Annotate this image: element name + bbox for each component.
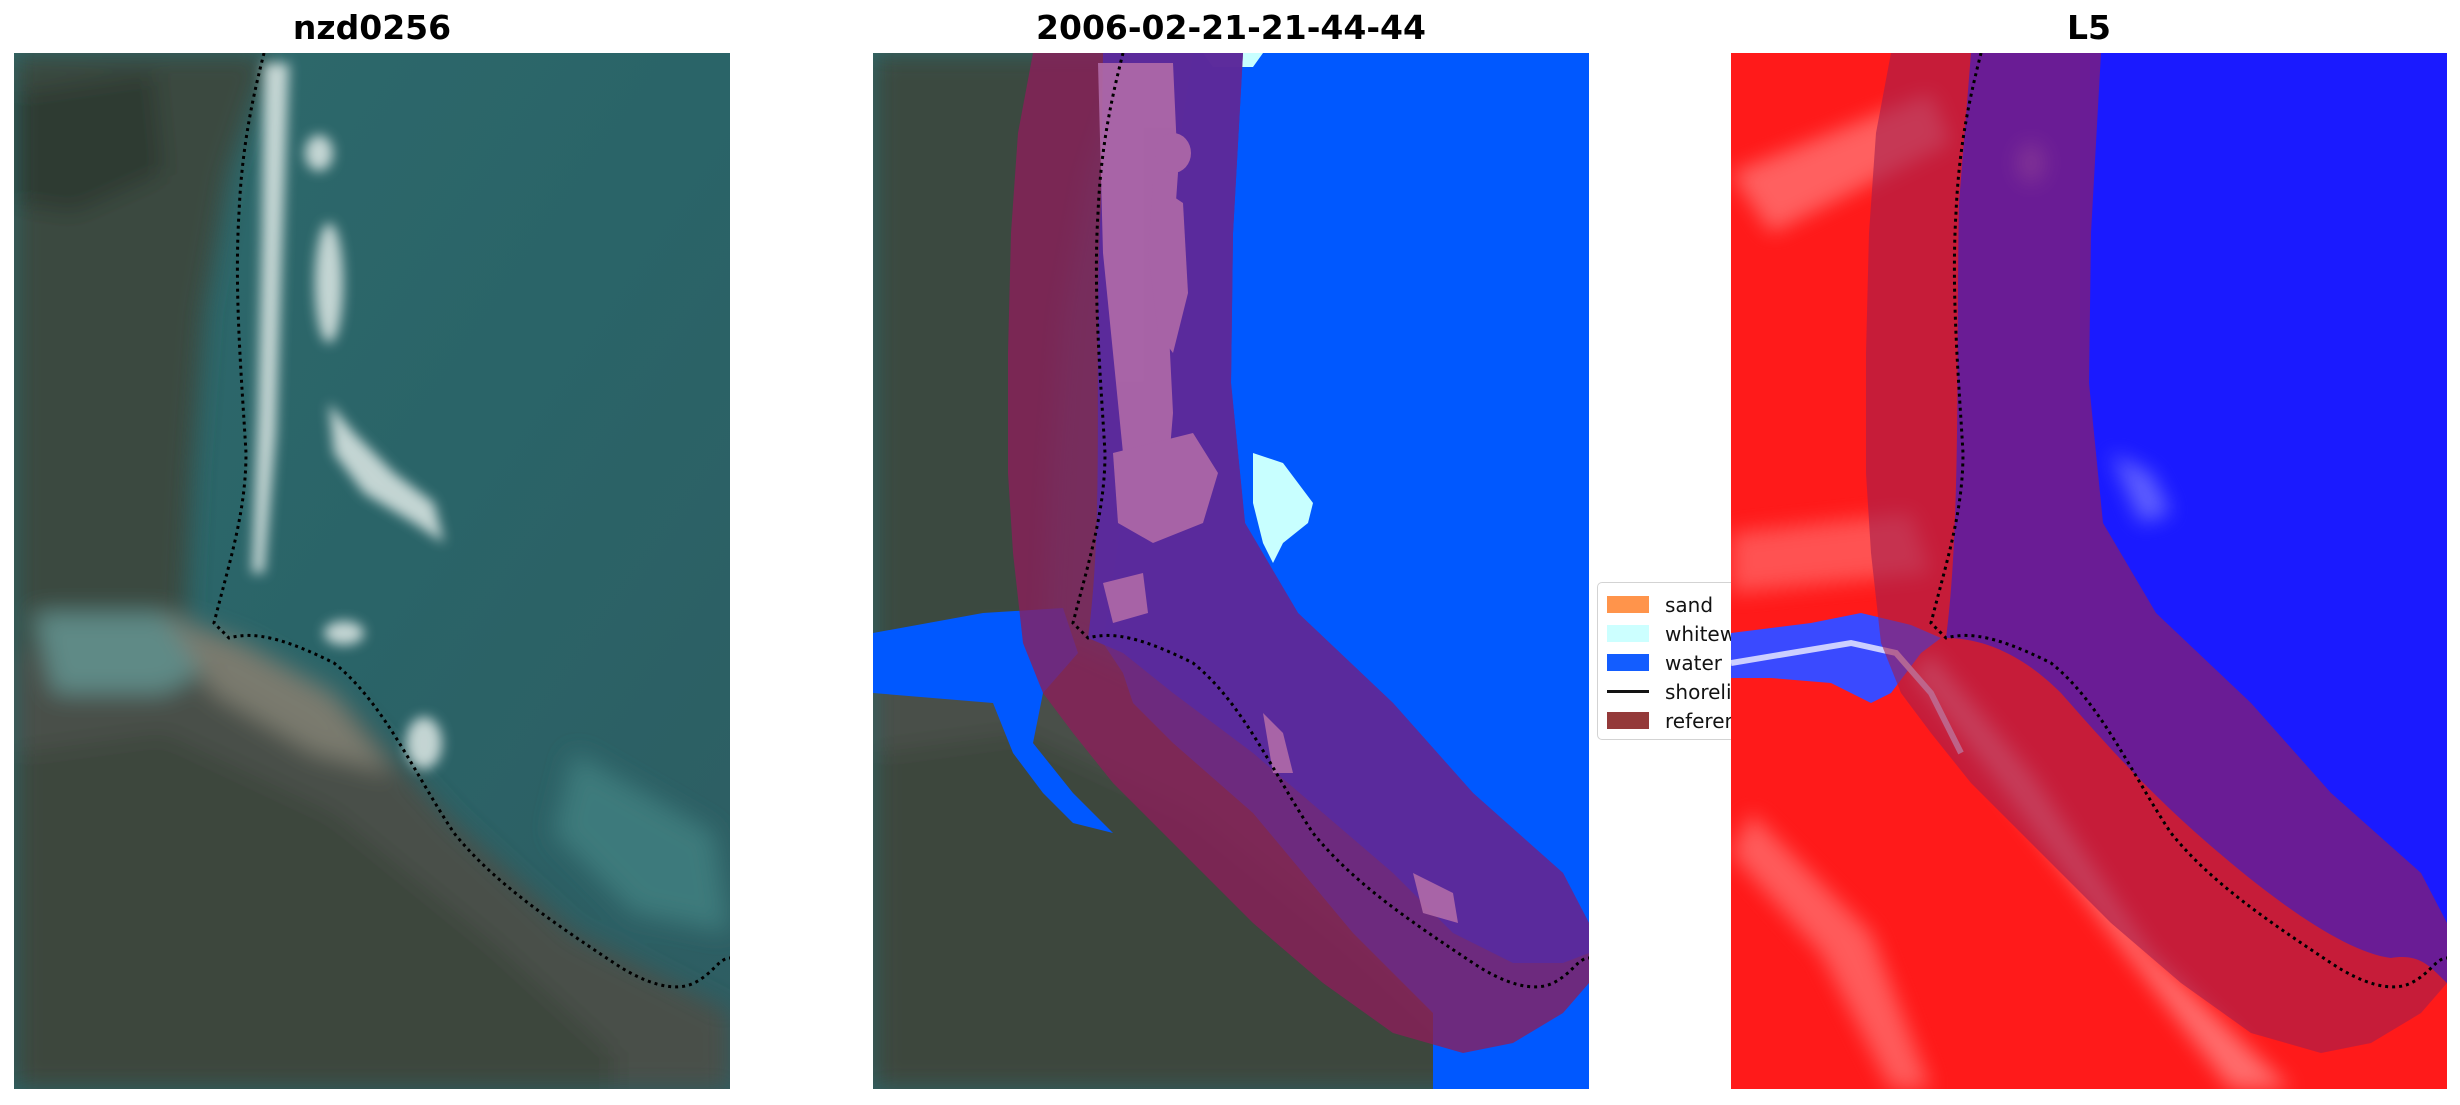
whitewater-within-buffer <box>1098 63 1458 923</box>
legend: sand whitewater water shoreline referenc… <box>1597 582 1757 740</box>
legend-item-water: water <box>1607 648 1756 677</box>
index-image <box>1731 53 2447 1089</box>
left-panel-title: nzd0256 <box>292 8 452 47</box>
classification-image <box>873 53 1589 1089</box>
right-panel-title: L5 <box>2067 8 2111 47</box>
detected-shoreline <box>1071 53 1589 989</box>
water-swatch <box>1607 654 1649 671</box>
index-panel <box>1731 53 2447 1089</box>
rgb-image <box>14 53 730 1089</box>
classification-panel <box>873 53 1589 1089</box>
detected-shoreline <box>212 53 730 989</box>
detected-shoreline <box>1929 53 2447 989</box>
reference-shoreline-buffer <box>1866 53 2447 1053</box>
rgb-image-panel <box>14 53 730 1089</box>
sand-swatch <box>1607 596 1649 613</box>
buffer-water-overlap <box>1088 53 1589 963</box>
legend-item-sand: sand <box>1607 590 1756 619</box>
legend-label-water: water <box>1665 650 1722 675</box>
legend-label-sand: sand <box>1665 592 1714 617</box>
whitewater-class-region <box>1253 453 1313 563</box>
whitewater-swatch <box>1607 625 1649 642</box>
middle-panel-title: 2006-02-21-21-44-44 <box>1036 8 1426 47</box>
shoreline-line-swatch <box>1607 690 1649 693</box>
reference-buffer-swatch <box>1607 712 1649 729</box>
